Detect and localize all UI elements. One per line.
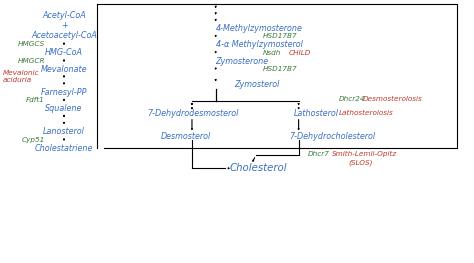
Text: 7-Dehydrodesmosterol: 7-Dehydrodesmosterol — [147, 109, 238, 118]
Text: Zymosterol: Zymosterol — [235, 80, 280, 89]
Text: Smith-Lemli-Opitz: Smith-Lemli-Opitz — [332, 151, 397, 157]
Text: Lanosterol: Lanosterol — [43, 127, 85, 136]
Text: Lathosterolosis: Lathosterolosis — [339, 110, 394, 116]
Text: Mevalonate: Mevalonate — [41, 65, 87, 74]
Text: Squalene: Squalene — [46, 104, 82, 113]
Text: Cholestatriene: Cholestatriene — [35, 144, 93, 153]
Text: Acetyl-CoA: Acetyl-CoA — [42, 11, 86, 20]
Text: Dhcr24: Dhcr24 — [339, 96, 365, 102]
Text: HMGCS: HMGCS — [18, 41, 45, 47]
Text: 7-Dehydrocholesterol: 7-Dehydrocholesterol — [289, 132, 375, 141]
Text: HSD17B7: HSD17B7 — [263, 66, 298, 72]
Text: Dhcr7: Dhcr7 — [308, 151, 330, 157]
Text: Zymosterone: Zymosterone — [216, 57, 269, 65]
Text: Fdft1: Fdft1 — [26, 97, 45, 103]
Text: HMG-CoA: HMG-CoA — [45, 48, 83, 57]
Text: Desmosterolosis: Desmosterolosis — [363, 96, 422, 102]
Text: 4-Methylzymosterone: 4-Methylzymosterone — [216, 24, 302, 33]
Text: Lathosterol: Lathosterol — [294, 109, 339, 118]
Text: Cholesterol: Cholesterol — [230, 163, 288, 173]
Text: Cyp51: Cyp51 — [22, 137, 45, 143]
Text: Mevalonic
aciduria: Mevalonic aciduria — [2, 70, 39, 83]
Text: 4-α Methylzymosterol: 4-α Methylzymosterol — [216, 40, 302, 49]
Text: Acetoacetyl-CoA: Acetoacetyl-CoA — [31, 31, 97, 40]
Text: HSD17B7: HSD17B7 — [263, 33, 298, 39]
Text: CHILD: CHILD — [289, 50, 311, 55]
Text: Farnesyl-PP: Farnesyl-PP — [41, 88, 87, 97]
Text: HMGCR: HMGCR — [18, 58, 45, 64]
Text: +: + — [61, 21, 67, 30]
Text: (SLOS): (SLOS) — [348, 160, 373, 166]
Text: Nsdh: Nsdh — [263, 50, 282, 55]
Text: Desmosterol: Desmosterol — [161, 132, 211, 141]
